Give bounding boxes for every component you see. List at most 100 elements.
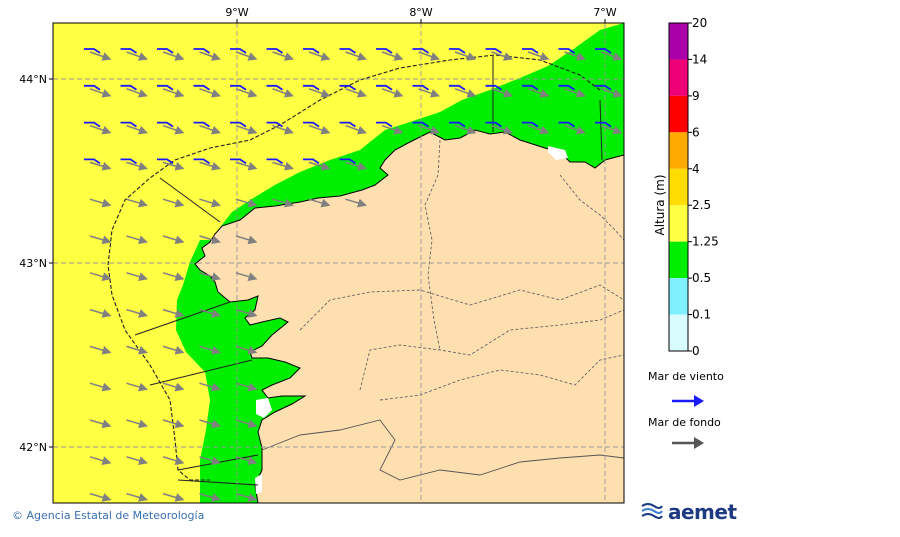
- swell-arrow: [345, 51, 367, 61]
- swell-arrow: [126, 419, 148, 429]
- swell-arrow: [272, 124, 294, 135]
- wind-sea-arrow: [595, 121, 612, 128]
- wind-sea-arrow: [558, 48, 575, 54]
- swell-arrow: [199, 272, 221, 281]
- colorbar-tick-label: 2.5: [692, 198, 711, 212]
- colorbar-tick-label: 0.1: [692, 308, 711, 322]
- swell-arrow: [600, 51, 623, 61]
- swell-arrow: [126, 456, 148, 465]
- wind-sea-arrow: [303, 158, 320, 165]
- colorbar-segment: [669, 205, 688, 242]
- swell-arrow: [381, 88, 404, 98]
- axis-ticks: [49, 19, 606, 448]
- colorbar-segment: [669, 95, 688, 133]
- height-colorbar: [669, 23, 688, 351]
- wind-sea-arrow: [230, 84, 247, 91]
- wind-sea-arrow: [193, 84, 210, 91]
- wind-sea-arrow: [376, 84, 393, 91]
- swell-arrow: [564, 88, 586, 98]
- colorbar-segment: [669, 59, 688, 96]
- swell-arrow: [162, 456, 185, 465]
- swell-arrow: [89, 345, 112, 355]
- wind-sea-arrow: [558, 84, 575, 91]
- swell-arrow: [235, 272, 258, 281]
- wind-sea-arrow: [157, 121, 174, 128]
- wind-sea-arrow: [412, 48, 429, 54]
- swell-label: Mar de fondo: [648, 416, 721, 429]
- wind-sea-arrow: [595, 48, 612, 54]
- swell-arrow: [89, 161, 112, 171]
- colorbar-segment: [669, 168, 688, 206]
- swell-arrow-icon: [672, 437, 704, 449]
- swell-arrow: [235, 161, 258, 171]
- swell-arrow: [162, 382, 185, 392]
- swell-arrow: [272, 198, 294, 208]
- swell-arrow: [564, 51, 586, 61]
- wind-sea-arrow: [84, 48, 101, 54]
- aemet-logo: aemet: [640, 500, 737, 524]
- swell-arrow: [199, 419, 221, 429]
- wind-sea-arrow: [120, 121, 137, 128]
- swell-arrow: [235, 124, 258, 135]
- wind-sea-arrow: [339, 84, 356, 91]
- swell-arrow: [199, 198, 221, 208]
- wind-sea-arrow: [84, 158, 101, 165]
- colorbar-tick-label: 4: [692, 162, 700, 176]
- swell-arrow: [308, 161, 331, 171]
- wind-sea-label: Mar de viento: [648, 370, 724, 383]
- lat-label-42n: 42°N: [19, 441, 47, 454]
- swell-arrow: [89, 124, 112, 135]
- wind-sea-arrow: [485, 121, 502, 128]
- swell-arrow: [235, 198, 258, 208]
- wind-sea-arrow: [412, 84, 429, 91]
- swell-arrow: [162, 308, 185, 318]
- swell-arrow: [235, 419, 258, 429]
- swell-arrow: [162, 88, 185, 98]
- swell-arrow: [345, 161, 367, 171]
- swell-arrow: [491, 88, 513, 98]
- swell-arrow: [272, 51, 294, 61]
- colorbar-segment: [669, 314, 688, 351]
- swell-arrow: [308, 198, 331, 208]
- swell-arrow: [89, 272, 112, 281]
- wind-sea-arrow: [485, 84, 502, 91]
- colorbar-segment: [669, 132, 688, 169]
- wind-sea-arrow: [266, 158, 283, 165]
- swell-arrow: [308, 88, 331, 98]
- lat-label-44n: 44°N: [19, 73, 47, 86]
- colorbar-segment: [669, 241, 688, 279]
- swell-arrow: [527, 51, 550, 61]
- province-boundaries: [299, 139, 624, 401]
- wind-sea-arrow: [157, 48, 174, 54]
- wind-sea-arrow: [339, 121, 356, 128]
- copyright-credit: © Agencia Estatal de Meteorología: [12, 509, 205, 522]
- swell-arrow: [89, 235, 112, 245]
- swell-arrow: [162, 124, 185, 135]
- swell-arrow: [126, 51, 148, 61]
- swell-arrow: [454, 124, 477, 135]
- wind-sea-arrow: [230, 48, 247, 54]
- aemet-logo-icon: [641, 503, 663, 519]
- swell-arrow: [162, 345, 185, 355]
- wind-sea-arrow: [266, 84, 283, 91]
- swell-arrow: [89, 198, 112, 208]
- colorbar-tick-label: 1.25: [692, 235, 719, 249]
- wind-sea-arrow: [558, 121, 575, 128]
- swell-arrow: [418, 51, 440, 61]
- swell-arrow: [126, 124, 148, 135]
- swell-arrow: [235, 88, 258, 98]
- swell-arrow: [235, 308, 258, 318]
- swell-arrow: [126, 161, 148, 171]
- swell-arrow: [345, 198, 367, 208]
- swell-arrow: [89, 492, 112, 502]
- swell-arrow: [235, 235, 258, 245]
- swell-arrow: [527, 88, 550, 98]
- wind-sea-arrow: [522, 48, 539, 54]
- swell-arrow: [126, 235, 148, 245]
- swell-arrow: [126, 198, 148, 208]
- swell-arrow: [235, 382, 258, 392]
- wind-sea-arrow: [193, 121, 210, 128]
- swell-arrow: [199, 382, 221, 392]
- swell-arrow: [126, 308, 148, 318]
- swell-arrow: [381, 124, 404, 135]
